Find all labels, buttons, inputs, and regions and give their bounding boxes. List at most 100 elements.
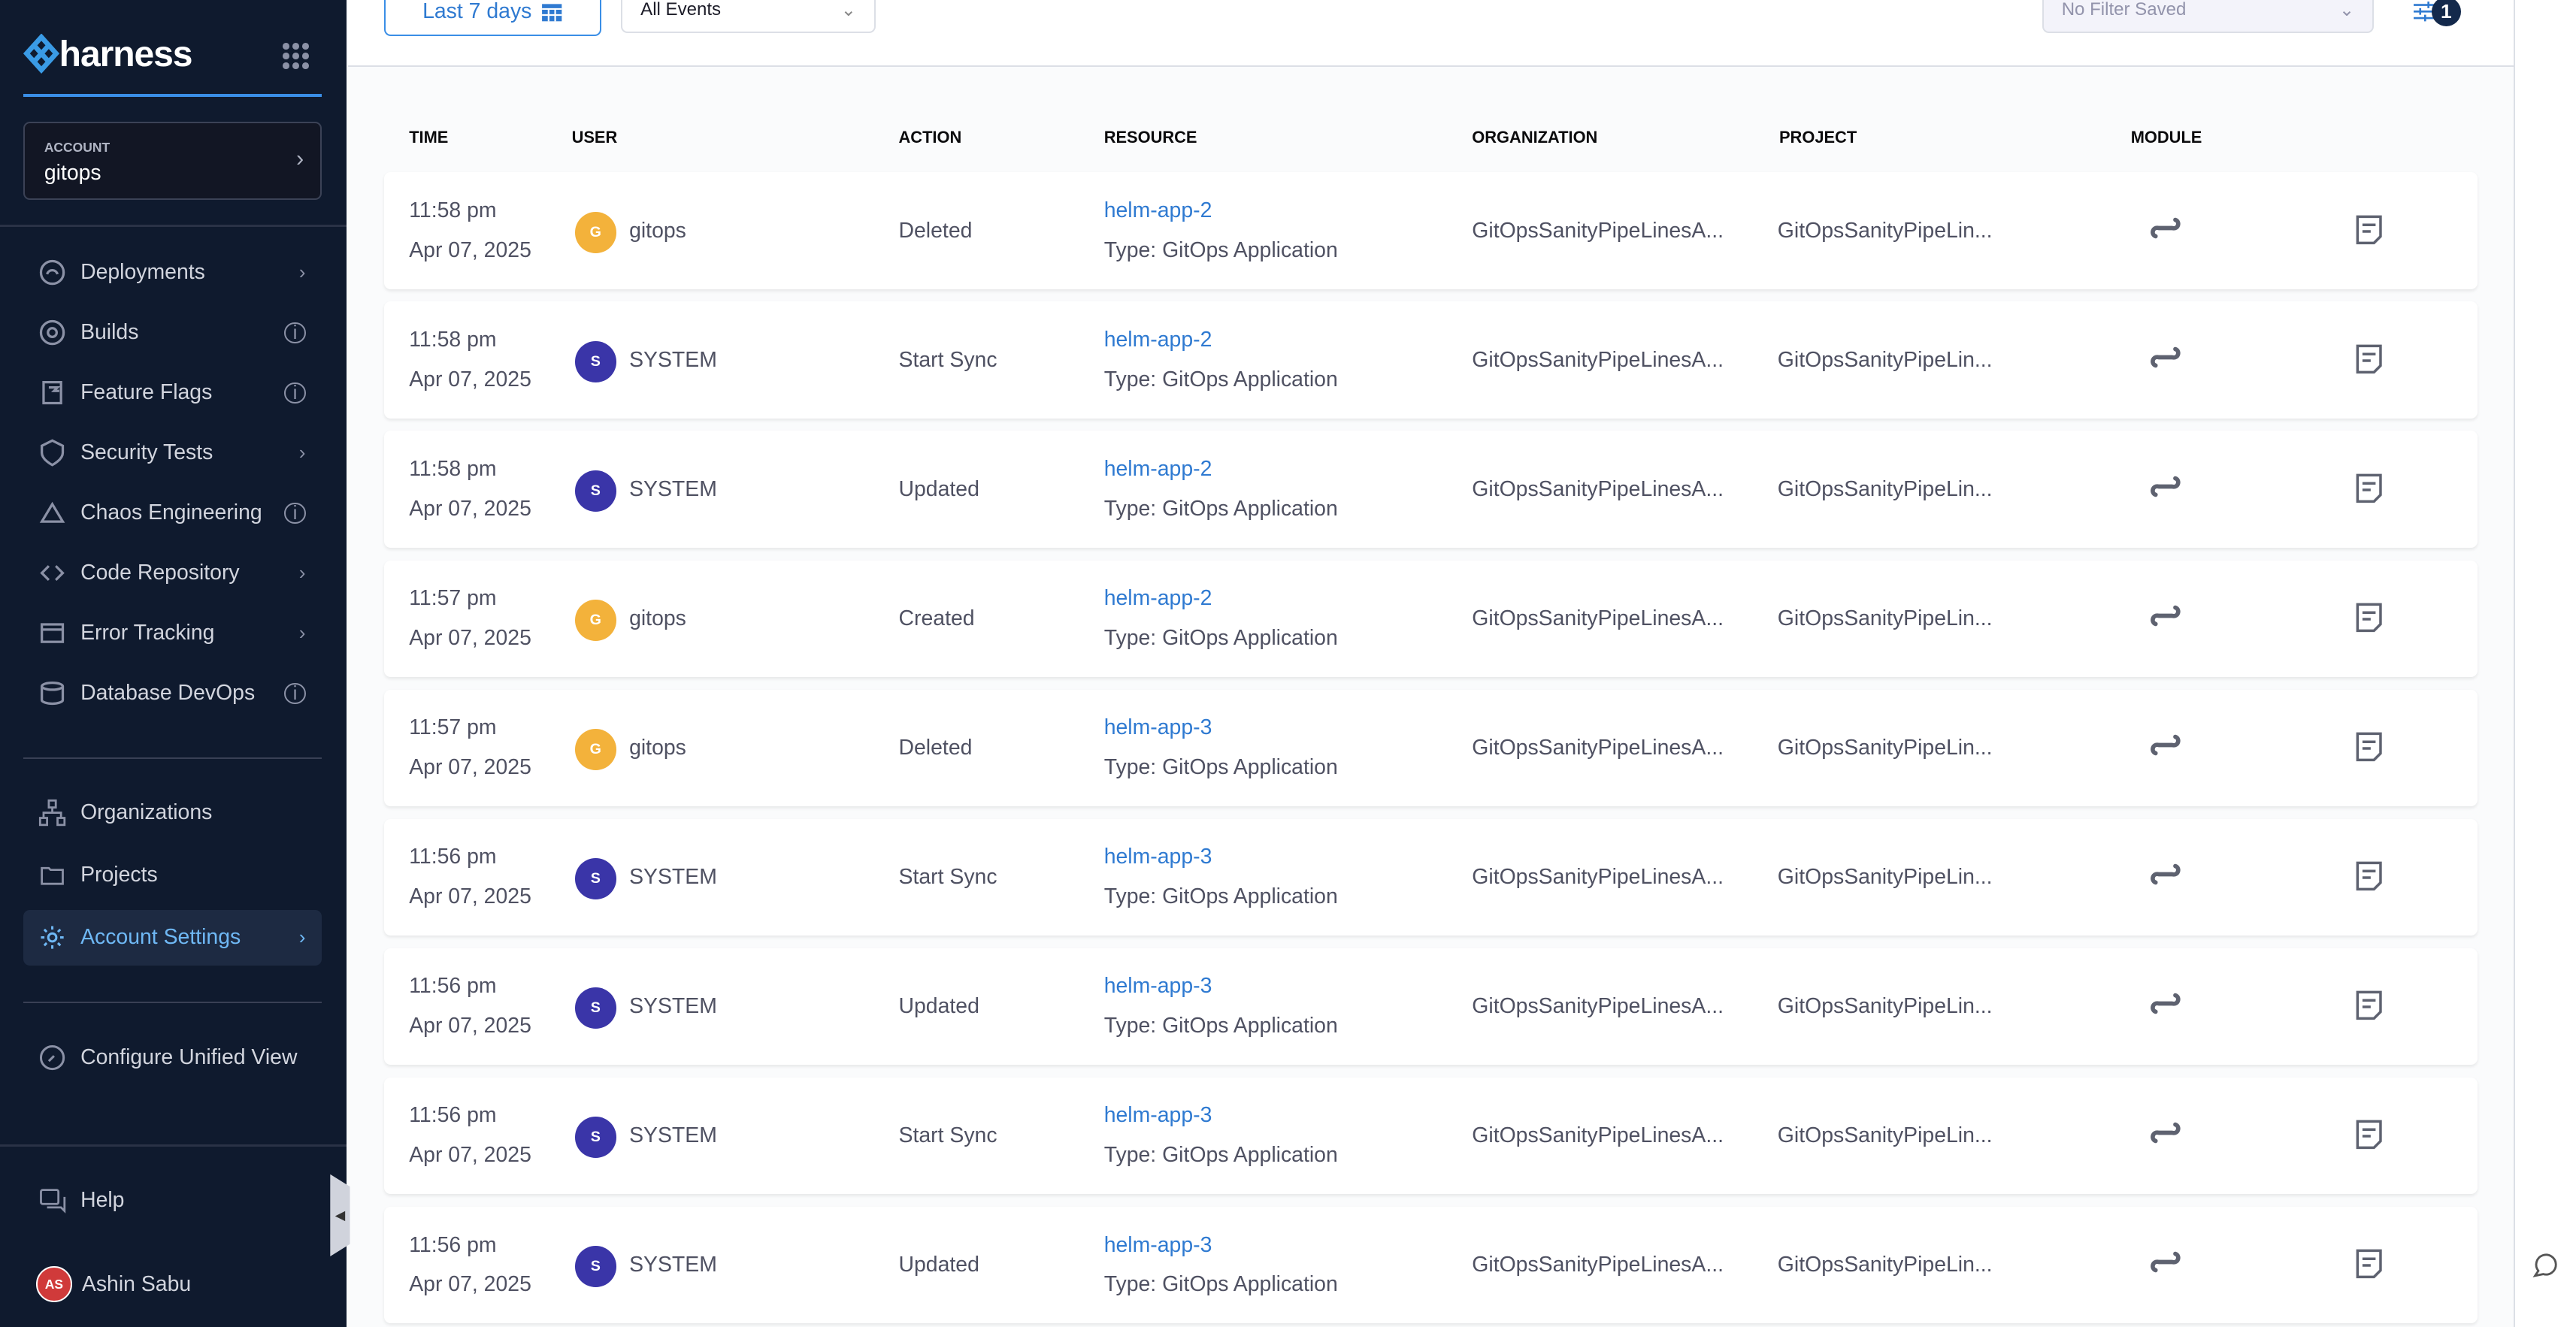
module-icon — [38, 679, 67, 708]
sidebar-item-label: Code Repository — [80, 561, 240, 585]
sidebar-item-deployments[interactable]: Deployments › — [23, 245, 322, 301]
resource-link[interactable]: helm-app-3 — [1103, 845, 1212, 869]
module-icon — [38, 618, 67, 648]
table-row[interactable]: 11:56 pm Apr 07, 2025 S SYSTEM Start Sync hel… — [384, 1077, 2478, 1194]
sidebar-item-label: Builds — [80, 320, 139, 345]
resource-type: Type: GitOps Application — [1103, 1013, 1338, 1038]
event-time: 11:58 pm — [409, 198, 497, 223]
event-details-icon[interactable] — [2354, 1247, 2384, 1286]
sidebar-item-label: Help — [80, 1188, 125, 1213]
gitops-module-icon — [2149, 215, 2182, 247]
table-row[interactable]: 11:56 pm Apr 07, 2025 S SYSTEM Start Sync hel… — [384, 818, 2478, 936]
resource-link[interactable]: helm-app-3 — [1103, 1103, 1212, 1128]
sidebar-item-projects[interactable]: Projects — [23, 848, 322, 903]
sidebar-item-label: Deployments — [80, 260, 205, 285]
event-details-icon[interactable] — [2354, 601, 2384, 640]
harness-logo[interactable]: harness — [23, 33, 193, 75]
sidebar-item-label: Account Settings — [80, 925, 241, 950]
user-profile[interactable]: AS Ashin Sabu — [23, 1256, 322, 1312]
sidebar-item-configure-unified-view[interactable]: Configure Unified View — [23, 1029, 322, 1085]
collapse-sidebar-button[interactable]: ◀ — [330, 1174, 350, 1256]
events-value: All Events — [640, 0, 722, 20]
event-time: 11:56 pm — [409, 1103, 497, 1128]
sidebar-item-label: Projects — [80, 863, 158, 887]
calendar-icon — [542, 4, 562, 22]
resource-type: Type: GitOps Application — [1103, 496, 1338, 521]
organization: GitOpsSanityPipeLinesA... — [1472, 347, 1724, 372]
filter-sliders-icon — [2413, 2, 2437, 22]
resource-link[interactable]: helm-app-3 — [1103, 1232, 1212, 1257]
project: GitOpsSanityPipeLin... — [1777, 606, 1993, 630]
sidebar-item-feature-flags[interactable]: Feature Flags i — [23, 365, 322, 421]
sidebar-item-builds[interactable]: Builds i — [23, 305, 322, 361]
sidebar-item-database-devops[interactable]: Database DevOps i — [23, 666, 322, 721]
event-time: 11:56 pm — [409, 974, 497, 999]
sidebar-item-code-repository[interactable]: Code Repository › — [23, 546, 322, 601]
resource-link[interactable]: helm-app-2 — [1103, 328, 1212, 352]
module-icon — [38, 378, 67, 407]
action: Updated — [898, 476, 979, 501]
sidebar-item-help[interactable]: Help — [23, 1173, 322, 1229]
date-range-picker[interactable]: Last 7 days — [384, 0, 601, 36]
table-row[interactable]: 11:56 pm Apr 07, 2025 S SYSTEM Updated helm-a… — [384, 948, 2478, 1065]
events-dropdown[interactable]: All Events ⌄ — [621, 0, 876, 33]
event-details-icon[interactable] — [2354, 989, 2384, 1028]
resource-link[interactable]: helm-app-2 — [1103, 586, 1212, 611]
event-details-icon[interactable] — [2354, 472, 2384, 511]
sidebar-item-organizations[interactable]: Organizations — [23, 785, 322, 841]
event-details-icon[interactable] — [2354, 343, 2384, 382]
info-icon[interactable]: i — [284, 321, 306, 343]
project: GitOpsSanityPipeLin... — [1777, 1123, 1993, 1147]
resource-link[interactable]: helm-app-2 — [1103, 457, 1212, 482]
organization: GitOpsSanityPipeLinesA... — [1472, 1123, 1724, 1147]
info-icon[interactable]: i — [284, 501, 306, 524]
sidebar-item-error-tracking[interactable]: Error Tracking › — [23, 606, 322, 661]
column-header-resource: RESOURCE — [1103, 128, 1197, 147]
project: GitOpsSanityPipeLin... — [1777, 476, 1993, 501]
event-date: Apr 07, 2025 — [409, 237, 531, 262]
event-date: Apr 07, 2025 — [409, 1271, 531, 1296]
user-avatar: S — [574, 987, 616, 1029]
toolbar: Last 7 days All Events ⌄ No Filter Saved ⌄… — [348, 0, 2514, 68]
sidebar: harness ACCOUNT gitops › Deployments › Bui… — [0, 0, 350, 1327]
module-icon — [38, 438, 67, 467]
resource-link[interactable]: helm-app-3 — [1103, 715, 1212, 740]
sidebar-item-security-tests[interactable]: Security Tests › — [23, 425, 322, 481]
app-launcher-icon[interactable] — [282, 42, 309, 69]
chevron-right-icon: › — [298, 561, 306, 585]
user-avatar: S — [574, 857, 616, 899]
avatar: AS — [36, 1266, 72, 1302]
table-row[interactable]: 11:58 pm Apr 07, 2025 S SYSTEM Updated helm-a… — [384, 431, 2478, 548]
table-row[interactable]: 11:58 pm Apr 07, 2025 S SYSTEM Start Sync hel… — [384, 301, 2478, 419]
info-icon[interactable]: i — [284, 682, 306, 704]
column-header-project: PROJECT — [1778, 128, 1857, 147]
gitops-module-icon — [2149, 473, 2182, 506]
organization: GitOpsSanityPipeLinesA... — [1472, 993, 1724, 1018]
event-details-icon[interactable] — [2354, 213, 2384, 252]
user-name: gitops — [629, 606, 686, 630]
info-icon[interactable]: i — [284, 381, 306, 404]
gitops-module-icon — [2149, 990, 2182, 1023]
action: Deleted — [898, 218, 973, 243]
event-details-icon[interactable] — [2354, 1118, 2384, 1157]
event-details-icon[interactable] — [2354, 730, 2384, 769]
sidebar-item-account-settings[interactable]: Account Settings › — [23, 909, 322, 966]
action: Updated — [898, 993, 979, 1018]
chevron-right-icon: › — [298, 621, 306, 645]
action: Deleted — [898, 735, 973, 760]
resource-link[interactable]: helm-app-3 — [1103, 974, 1212, 999]
chat-icon[interactable] — [2530, 1251, 2559, 1280]
module-icon — [38, 498, 67, 527]
resource-link[interactable]: helm-app-2 — [1103, 198, 1212, 223]
event-date: Apr 07, 2025 — [409, 367, 531, 391]
filter-button[interactable]: 1 — [2413, 0, 2461, 26]
saved-filter-dropdown[interactable]: No Filter Saved ⌄ — [2042, 0, 2375, 33]
event-details-icon[interactable] — [2354, 860, 2384, 899]
sidebar-item-chaos-engineering[interactable]: Chaos Engineering i — [23, 485, 322, 541]
table-row[interactable]: 11:56 pm Apr 07, 2025 S SYSTEM Updated helm-a… — [384, 1206, 2478, 1323]
account-switcher[interactable]: ACCOUNT gitops › — [23, 121, 322, 201]
organization: GitOpsSanityPipeLinesA... — [1472, 864, 1724, 889]
